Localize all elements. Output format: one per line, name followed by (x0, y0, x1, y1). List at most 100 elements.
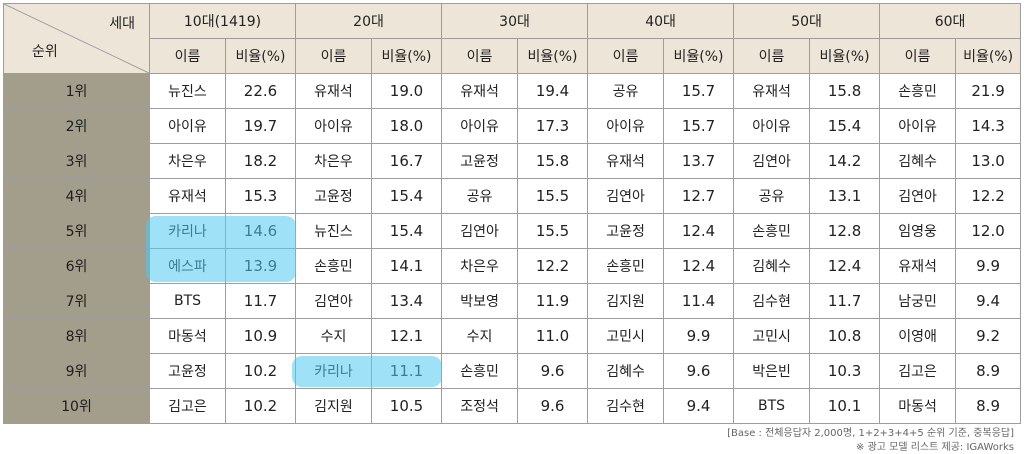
name-cell: 김지원 (295, 388, 372, 424)
rank-cell: 10위 (3, 388, 150, 424)
ratio-cell: 12.4 (809, 248, 881, 284)
name-cell: 공유 (733, 178, 811, 214)
name-cell: 고민시 (733, 318, 811, 354)
ranking-table: 세대 순위 10대(1419) 20대 30대 40대 50대 60대 이름 비율(%) 이름… (3, 3, 1022, 424)
name-cell: 김연아 (441, 213, 519, 249)
name-cell: 손흥민 (295, 248, 372, 284)
name-column-header: 이름 (295, 38, 372, 74)
ratio-cell: 19.7 (225, 108, 296, 144)
ratio-cell: 19.0 (370, 73, 443, 109)
name-cell: 유재석 (587, 143, 665, 179)
generation-header: 10대(1419) (149, 3, 296, 39)
ratio-cell: 14.3 (955, 108, 1022, 144)
ratio-cell: 13.7 (663, 143, 735, 179)
name-cell: 유재석 (149, 178, 226, 214)
ratio-cell: 13.1 (809, 178, 881, 214)
ratio-cell: 11.7 (225, 283, 296, 319)
ratio-cell: 12.2 (517, 248, 589, 284)
ratio-cell: 13.0 (955, 143, 1022, 179)
ratio-cell: 13.4 (370, 283, 443, 319)
name-cell: 고윤정 (587, 213, 665, 249)
name-cell: BTS (149, 283, 226, 319)
ratio-cell: 15.3 (225, 178, 296, 214)
rank-cell: 4위 (3, 178, 150, 214)
name-cell: 공유 (587, 73, 665, 109)
name-column-header: 이름 (441, 38, 519, 74)
rank-cell: 9위 (3, 353, 150, 389)
name-cell: 김혜수 (879, 143, 957, 179)
ratio-cell: 10.3 (809, 353, 881, 389)
ratio-cell: 10.2 (225, 388, 296, 424)
ratio-cell: 8.9 (955, 388, 1022, 424)
name-cell: BTS (733, 388, 811, 424)
table-row: 7위 BTS 11.7 김연아 13.4 박보영 11.9 김지원 11.4 김수현 11.7 남궁민… (3, 283, 1022, 319)
table-row: 1위 뉴진스 22.6 유재석 19.0 유재석 19.4 공유 15.7 유재석 15.8 손흥민 2… (3, 73, 1022, 109)
name-column-header: 이름 (587, 38, 665, 74)
name-cell: 공유 (441, 178, 519, 214)
rank-cell: 8위 (3, 318, 150, 354)
name-cell: 카리나 (295, 353, 372, 389)
ratio-cell: 19.4 (517, 73, 589, 109)
ratio-cell: 14.1 (370, 248, 443, 284)
name-cell: 임영웅 (879, 213, 957, 249)
table-row: 4위 유재석 15.3 고윤정 15.4 공유 15.5 김연아 12.7 공유 13.1 김연아 12… (3, 178, 1022, 214)
ratio-cell: 15.4 (809, 108, 881, 144)
table-row: 5위 카리나 14.6 뉴진스 15.4 김연아 15.5 고윤정 12.4 손흥민 12.8 임영웅… (3, 213, 1022, 249)
name-cell: 아이유 (879, 108, 957, 144)
name-cell: 유재석 (441, 73, 519, 109)
name-column-header: 이름 (879, 38, 957, 74)
corner-diagonal-line (4, 4, 149, 73)
ratio-column-header: 비율(%) (809, 38, 881, 74)
name-cell: 아이유 (441, 108, 519, 144)
ratio-cell: 9.6 (517, 388, 589, 424)
name-cell: 차은우 (149, 143, 226, 179)
ratio-cell: 12.7 (663, 178, 735, 214)
name-cell: 에스파 (149, 248, 226, 284)
table-row: 3위 차은우 18.2 차은우 16.7 고윤정 15.8 유재석 13.7 김연아 14.2 김혜수… (3, 143, 1022, 179)
generation-header-row: 세대 순위 10대(1419) 20대 30대 40대 50대 60대 (3, 3, 1022, 74)
name-cell: 김연아 (879, 178, 957, 214)
ratio-column-header: 비율(%) (663, 38, 735, 74)
ratio-cell: 9.6 (517, 353, 589, 389)
name-cell: 김고은 (879, 353, 957, 389)
corner-generation-label: 세대 (109, 16, 135, 32)
source-note: ※ 광고 모델 리스트 제공: IGAWorks (856, 442, 1014, 453)
name-cell: 손흥민 (879, 73, 957, 109)
ratio-cell: 9.9 (663, 318, 735, 354)
ratio-cell: 14.6 (225, 213, 296, 249)
name-cell: 차은우 (295, 143, 372, 179)
name-cell: 고윤정 (441, 143, 519, 179)
ratio-cell: 15.5 (517, 213, 589, 249)
name-cell: 아이유 (733, 108, 811, 144)
name-cell: 김혜수 (587, 353, 665, 389)
name-cell: 박보영 (441, 283, 519, 319)
name-cell: 수지 (295, 318, 372, 354)
name-cell: 차은우 (441, 248, 519, 284)
table-row: 6위 에스파 13.9 손흥민 14.1 차은우 12.2 손흥민 12.4 김혜수 12.4 유재석… (3, 248, 1022, 284)
ratio-cell: 11.0 (517, 318, 589, 354)
name-cell: 뉴진스 (295, 213, 372, 249)
ratio-cell: 11.1 (370, 353, 443, 389)
ratio-cell: 15.4 (370, 213, 443, 249)
corner-rank-label: 순위 (32, 44, 58, 60)
name-cell: 고윤정 (149, 353, 226, 389)
name-cell: 유재석 (295, 73, 372, 109)
ratio-cell: 15.7 (663, 73, 735, 109)
name-cell: 김연아 (733, 143, 811, 179)
ratio-cell: 9.9 (955, 248, 1022, 284)
name-cell: 아이유 (587, 108, 665, 144)
name-column-header: 이름 (149, 38, 226, 74)
ratio-cell: 15.8 (809, 73, 881, 109)
rank-cell: 7위 (3, 283, 150, 319)
ratio-cell: 15.8 (517, 143, 589, 179)
ratio-cell: 11.4 (663, 283, 735, 319)
name-cell: 김고은 (149, 388, 226, 424)
ratio-cell: 18.2 (225, 143, 296, 179)
name-cell: 고윤정 (295, 178, 372, 214)
corner-header: 세대 순위 (3, 3, 150, 74)
ratio-cell: 10.1 (809, 388, 881, 424)
ratio-cell: 15.5 (517, 178, 589, 214)
ratio-cell: 8.9 (955, 353, 1022, 389)
name-cell: 손흥민 (733, 213, 811, 249)
ratio-cell: 13.9 (225, 248, 296, 284)
